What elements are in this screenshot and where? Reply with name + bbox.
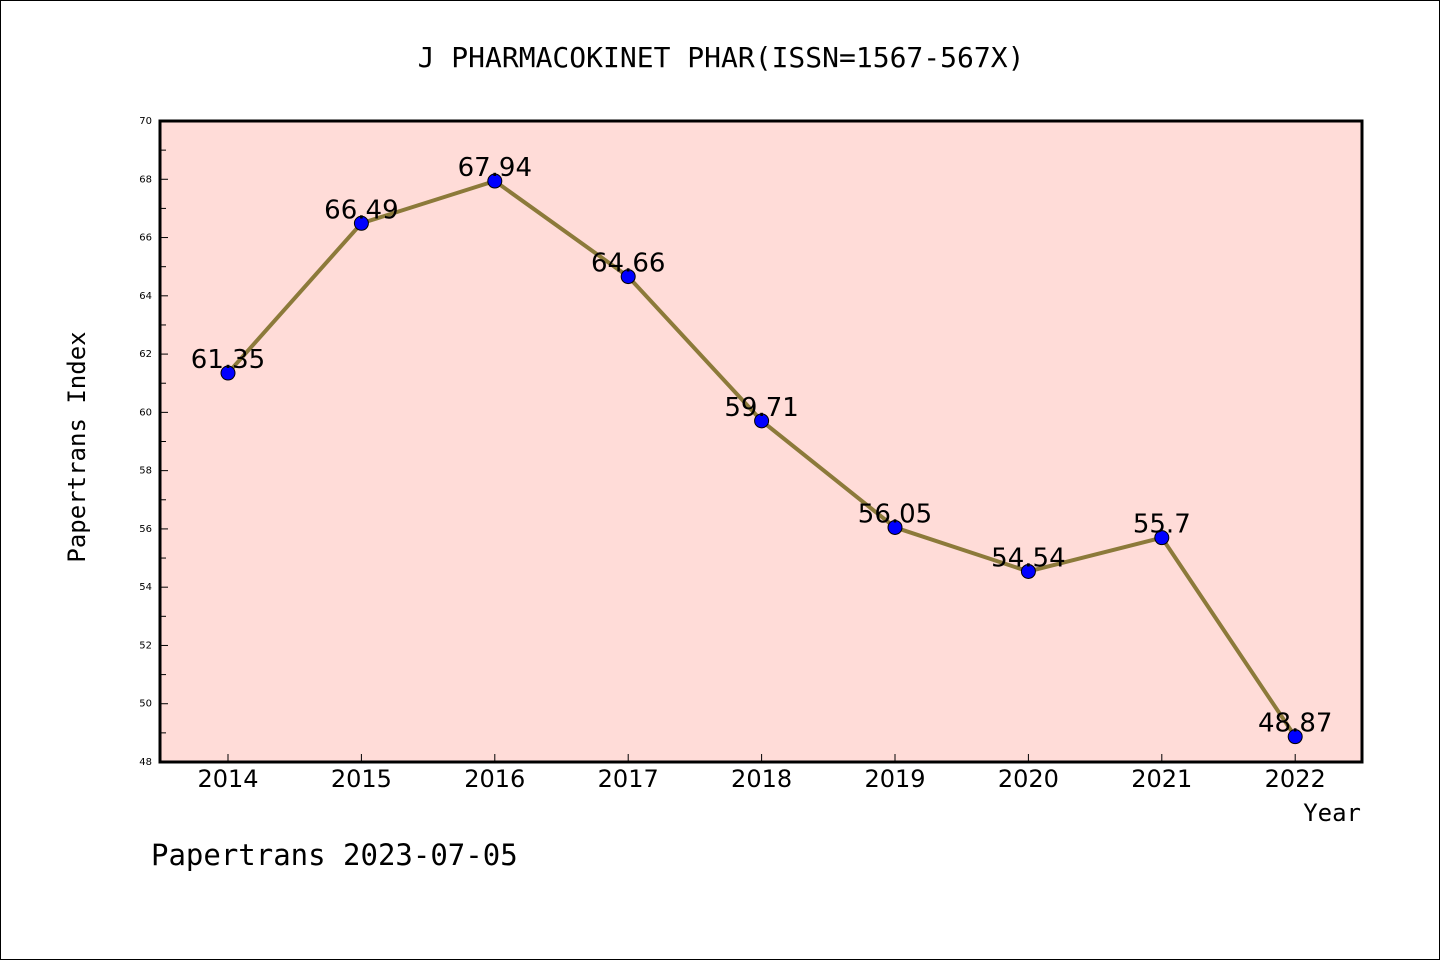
y-tick-label: 70 [139, 116, 152, 127]
y-tick-label: 60 [139, 407, 152, 418]
data-point [220, 365, 236, 381]
x-tick-label: 2016 [464, 765, 525, 793]
data-point [1020, 563, 1036, 579]
y-tick-label: 56 [139, 524, 152, 535]
data-point [1154, 530, 1170, 546]
y-tick-label: 48 [139, 757, 152, 768]
y-tick-label: 62 [139, 349, 152, 360]
y-tick-label: 64 [139, 291, 152, 302]
x-tick-label: 2022 [1265, 765, 1326, 793]
y-tick-label: 66 [139, 233, 152, 244]
x-tick-label: 2019 [864, 765, 925, 793]
data-labels: 61.35 66.49 67.94 64.66 59.71 56.05 54.54 55.7 4… [191, 153, 1333, 739]
x-tick-label: 2014 [197, 765, 258, 793]
x-tick-label: 2020 [998, 765, 1059, 793]
x-tick-label: 2018 [731, 765, 792, 793]
data-label: 55.7 [1133, 510, 1191, 540]
data-point [887, 519, 903, 535]
data-label: 48.87 [1258, 709, 1332, 739]
data-label: 54.54 [991, 543, 1065, 573]
x-tick-label: 2021 [1131, 765, 1192, 793]
x-axis-label: Year [1303, 799, 1361, 827]
y-tick-label: 54 [139, 582, 152, 593]
data-label: 64.66 [591, 249, 665, 279]
data-label: 56.05 [858, 499, 932, 529]
data-point [487, 173, 503, 189]
data-point [1287, 729, 1303, 745]
data-label: 66.49 [324, 195, 398, 225]
data-label: 61.35 [191, 345, 265, 375]
y-axis: 48 50 52 54 56 58 60 62 64 66 68 70 [139, 116, 168, 768]
y-tick-label: 52 [139, 640, 152, 651]
chart-title: J PHARMACOKINET PHAR(ISSN=1567-567X) [418, 41, 1025, 74]
data-label: 59.71 [724, 393, 798, 423]
y-axis-label: Papertrans Index [63, 331, 91, 562]
y-tick-label: 68 [139, 174, 152, 185]
x-axis: 2014 2015 2016 2017 2018 2019 2020 2021 2022 [197, 754, 1326, 793]
x-tick-label: 2017 [598, 765, 659, 793]
y-tick-label: 58 [139, 466, 152, 477]
data-point [353, 215, 369, 231]
y-tick-label: 50 [139, 699, 152, 710]
data-label: 67.94 [458, 153, 532, 183]
data-points [220, 173, 1303, 745]
data-point [620, 269, 636, 285]
x-tick-label: 2015 [331, 765, 392, 793]
footer-note: Papertrans 2023-07-05 [151, 838, 518, 872]
data-point [754, 413, 770, 429]
